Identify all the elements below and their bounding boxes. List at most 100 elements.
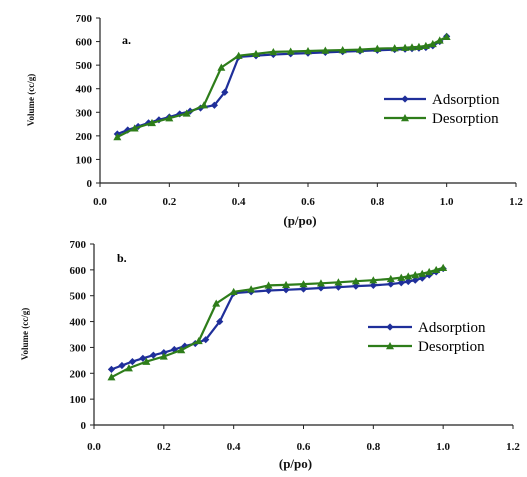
y-tick-label: 0 — [81, 420, 87, 432]
panel-label: a. — [122, 33, 131, 47]
desorption-point — [401, 43, 410, 51]
y-tick-label: 100 — [76, 154, 93, 166]
desorption-point — [159, 352, 168, 360]
series-line-adsorption — [111, 267, 444, 371]
y-tick-label: 100 — [70, 394, 87, 406]
legend-label-desorption: Desorption — [418, 339, 485, 355]
x-tick-label: 0.0 — [93, 196, 107, 208]
adsorption-point — [128, 358, 137, 366]
adsorption-point — [387, 280, 395, 288]
x-tick-label: 1.2 — [509, 196, 523, 208]
series-line-desorption — [116, 35, 448, 138]
y-tick-label: 600 — [70, 265, 87, 277]
adsorption-point — [317, 284, 325, 292]
x-tick-label: 0.8 — [366, 441, 380, 453]
chart-panel-b: 0 100 200 300 400 500 600 700 0.0 0.2 0.4 0.6 0.8 1.0… — [20, 239, 520, 471]
x-tick-label: 0.4 — [227, 441, 241, 453]
adsorption-point — [221, 88, 229, 96]
legend-label-desorption: Desorption — [432, 111, 499, 127]
desorption-point — [269, 47, 278, 56]
x-tick-label: 0.0 — [87, 441, 101, 453]
series-line-adsorption — [116, 35, 448, 136]
desorption-point — [442, 32, 451, 41]
desorption-point — [264, 281, 273, 289]
adsorption-point — [210, 101, 218, 109]
desorption-point — [356, 45, 364, 53]
desorption-point — [428, 39, 437, 48]
desorption-point — [286, 47, 295, 55]
adsorption-point — [181, 342, 189, 350]
x-axis-title: (p/po) — [283, 213, 316, 228]
desorption-point — [386, 274, 395, 283]
desorption-point — [247, 285, 256, 293]
adsorption-point — [397, 279, 405, 287]
desorption-point — [124, 364, 133, 372]
y-tick-label: 200 — [70, 368, 87, 380]
desorption-point — [408, 43, 416, 51]
panel-label: b. — [117, 251, 127, 265]
adsorption-point — [170, 345, 178, 354]
adsorption-point — [334, 283, 343, 291]
legend-marker-adsorption — [401, 95, 409, 103]
desorption-point — [217, 63, 226, 71]
adsorption-point — [264, 286, 273, 295]
legend-marker-desorption — [401, 114, 409, 122]
x-tick-label: 1.0 — [436, 441, 450, 453]
adsorption-point — [369, 281, 377, 289]
x-tick-label: 0.6 — [301, 196, 315, 208]
desorption-point — [421, 41, 430, 50]
x-tick-label: 0.6 — [297, 441, 311, 453]
desorption-point — [439, 263, 448, 271]
desorption-point — [321, 46, 330, 54]
desorption-point — [194, 336, 203, 345]
desorption-point — [148, 118, 156, 127]
y-tick-label: 300 — [70, 342, 87, 354]
desorption-point — [113, 133, 122, 141]
chart-panel-a: 0 100 200 300 400 500 600 700 0.0 0.2 0.4 0.6 0.8 1.0… — [26, 13, 523, 228]
x-axis-title: (p/po) — [279, 456, 312, 471]
x-tick-label: 0.2 — [162, 196, 176, 208]
x-tick-label: 1.0 — [440, 196, 454, 208]
desorption-point — [432, 265, 441, 274]
legend-marker-adsorption — [386, 323, 394, 331]
y-tick-label: 300 — [76, 107, 93, 119]
desorption-point — [234, 51, 243, 59]
desorption-point — [299, 280, 308, 288]
desorption-point — [165, 114, 174, 122]
desorption-point — [338, 46, 347, 54]
desorption-point — [142, 357, 151, 365]
desorption-point — [390, 44, 399, 52]
legend-marker-desorption — [386, 342, 394, 350]
desorption-point — [212, 299, 221, 307]
x-tick-label: 0.2 — [157, 441, 171, 453]
desorption-point — [411, 271, 420, 279]
x-tick-label: 0.8 — [370, 196, 384, 208]
x-tick-label: 0.4 — [232, 196, 246, 208]
desorption-point — [425, 267, 434, 276]
desorption-point — [418, 269, 427, 277]
adsorption-point — [404, 277, 412, 286]
desorption-point — [182, 109, 191, 117]
desorption-point — [304, 47, 312, 55]
desorption-point — [200, 101, 208, 109]
y-tick-label: 400 — [76, 84, 93, 96]
y-tick-label: 400 — [70, 317, 87, 329]
desorption-point — [414, 42, 423, 50]
desorption-point — [351, 277, 360, 285]
adsorption-point — [107, 365, 116, 374]
desorption-point — [282, 280, 291, 289]
y-tick-label: 500 — [70, 291, 87, 303]
desorption-point — [397, 273, 406, 281]
desorption-point — [252, 49, 260, 58]
desorption-point — [107, 373, 116, 381]
desorption-point — [229, 287, 238, 296]
y-axis-title: Volume (cc/g) — [26, 74, 36, 126]
desorption-point — [177, 346, 186, 354]
y-tick-label: 200 — [76, 131, 93, 143]
desorption-point — [316, 279, 325, 287]
desorption-point — [435, 36, 444, 44]
x-tick-label: 1.2 — [506, 441, 520, 453]
adsorption-point — [118, 361, 126, 370]
